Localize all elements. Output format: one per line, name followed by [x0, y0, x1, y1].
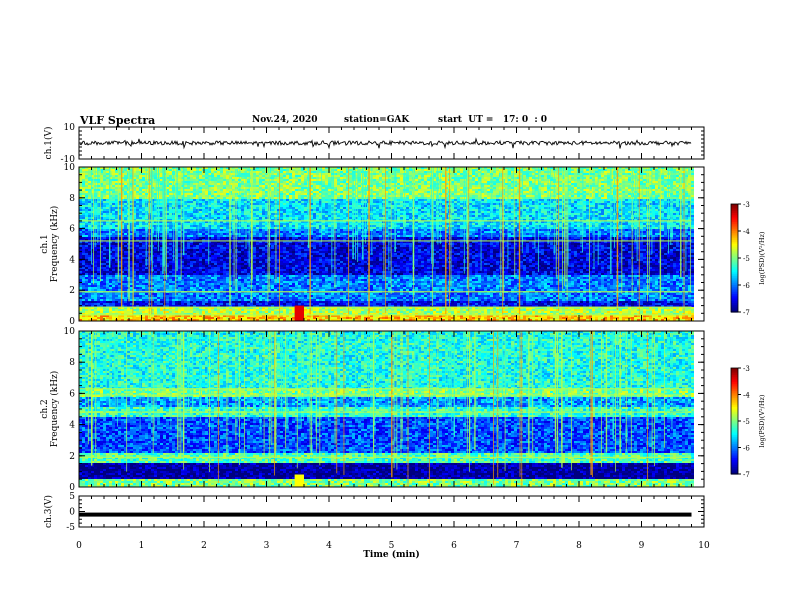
colorbar-tick-label: -4	[743, 392, 750, 400]
ch3-waveform-ytick-label: 0	[69, 508, 75, 518]
ch1-spectrogram-ytick-label: 8	[69, 194, 75, 204]
xtick-label: 4	[326, 541, 332, 551]
colorbar-tick-label: -4	[743, 228, 750, 236]
xtick-label: 3	[264, 541, 270, 551]
colorbar-tick-label: -7	[743, 309, 750, 317]
ch1-waveform-ytick-label: 10	[64, 123, 76, 133]
colorbars: -3 -4 -5 -6 -7 log(PSD)(V²/Hz) -3 -4 -5 -6 -7 log(P…	[731, 201, 766, 479]
ch1-spectrogram-ytick-label: 0	[69, 317, 75, 327]
ch2-spectrogram-ytick-label: 8	[69, 358, 75, 368]
ch1-spectrogram	[79, 167, 704, 321]
xtick-label: 0	[76, 541, 82, 551]
xtick-label: 9	[639, 541, 645, 551]
colorbar-tick-label: -3	[743, 365, 750, 373]
colorbar-label: log(PSD)(V²/Hz)	[758, 394, 766, 447]
ch2-spectrogram-channel-label: ch.2	[40, 399, 50, 418]
ch2-spectrogram-ytick-label: 6	[69, 389, 75, 399]
ch2-spectrogram-ytick-label: 2	[69, 452, 75, 462]
xtick-label: 1	[139, 541, 145, 551]
ch1-waveform-ylabel: ch.1(V)	[43, 127, 54, 160]
ch1-spectrogram-ylabel: Frequency (kHz)	[49, 206, 60, 283]
xtick-label: 10	[698, 541, 710, 551]
x-axis-label: Time (min)	[363, 549, 420, 560]
xtick-label: 2	[201, 541, 207, 551]
colorbar-tick-label: -5	[743, 255, 750, 263]
ch2-spectrogram-ytick-label: 10	[64, 327, 76, 337]
ch3-waveform-ylabel: ch.3(V)	[43, 495, 54, 528]
ch3-waveform-ytick-label: 5	[69, 492, 75, 502]
xtick-label: 6	[451, 541, 457, 551]
colorbar-tick-label: -7	[743, 471, 750, 479]
ch1-spectrogram-channel-label: ch.1	[40, 234, 50, 253]
ch3-waveform-panel	[79, 513, 692, 517]
ch1-spectrogram-ytick-label: 4	[69, 255, 75, 265]
colorbar-tick-label: -6	[743, 282, 750, 290]
ch1-spectrogram-ytick-label: 2	[69, 286, 75, 296]
ch1-spectrogram-ytick-label: 10	[64, 163, 76, 173]
ch1-spectrogram-ytick-label: 6	[69, 225, 75, 235]
ch2-spectrogram-ylabel: Frequency (kHz)	[49, 371, 60, 448]
colorbar-tick-label: -6	[743, 445, 750, 453]
ch3-waveform-ytick-label: -5	[66, 523, 75, 533]
ch2-spectrogram	[79, 331, 704, 487]
ch2-spectrogram-ytick-label: 4	[69, 421, 75, 431]
ch1-waveform-panel	[80, 139, 691, 149]
colorbar-tick-label: -5	[743, 418, 750, 426]
xtick-label: 8	[576, 541, 582, 551]
colorbar-label: log(PSD)(V²/Hz)	[758, 231, 766, 284]
xtick-label: 7	[514, 541, 520, 551]
colorbar-tick-label: -3	[743, 201, 750, 209]
